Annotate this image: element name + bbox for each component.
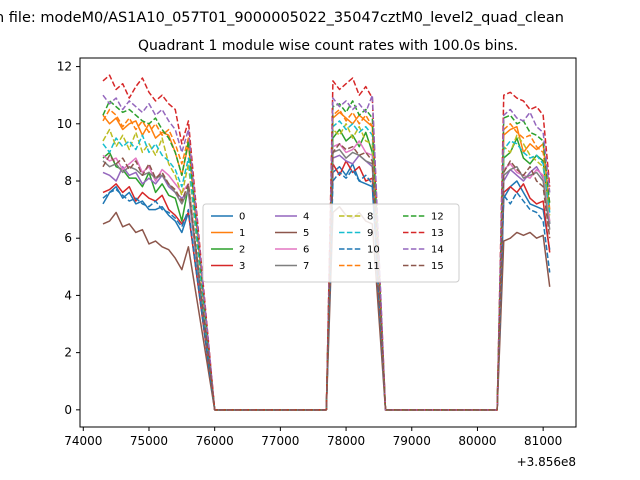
legend-box xyxy=(202,203,460,283)
legend-label-6: 6 xyxy=(303,245,309,256)
y-tick-label: 10 xyxy=(57,117,72,131)
y-tick-label: 8 xyxy=(64,174,72,188)
y-tick-label: 12 xyxy=(57,60,72,74)
x-tick-label: 78000 xyxy=(327,434,365,448)
y-axis: 0 2 4 6 8 10 12 xyxy=(57,60,80,417)
legend-label-12: 12 xyxy=(431,212,444,223)
x-tick-label: 80000 xyxy=(458,434,496,448)
legend-label-14: 14 xyxy=(431,245,444,256)
x-axis: 74000 75000 76000 77000 78000 79000 80000 81000 xyxy=(64,427,562,448)
plot-frame xyxy=(79,57,577,428)
series-line-8 xyxy=(102,123,551,411)
legend-label-0: 0 xyxy=(239,212,245,223)
chart-suptitle: n file: modeM0/AS1A10_057T01_9000005022_… xyxy=(0,10,564,26)
legend-label-10: 10 xyxy=(367,245,380,256)
legend-label-15: 15 xyxy=(431,261,444,272)
series-line-14 xyxy=(102,94,551,411)
x-tick-label: 79000 xyxy=(393,434,431,448)
series-line-15 xyxy=(102,143,551,411)
y-tick-label: 4 xyxy=(64,288,72,302)
legend-label-7: 7 xyxy=(303,261,309,272)
legend-label-8: 8 xyxy=(367,212,373,223)
legend-label-5: 5 xyxy=(303,228,309,239)
x-offset-label: +3.856e8 xyxy=(517,455,576,469)
legend-label-9: 9 xyxy=(367,228,373,239)
chart-title: Quadrant 1 module wise count rates with … xyxy=(138,38,518,54)
series-layer xyxy=(102,74,551,411)
legend-label-4: 4 xyxy=(303,212,309,223)
legend-label-13: 13 xyxy=(431,228,444,239)
x-tick-label: 74000 xyxy=(64,434,102,448)
legend-label-1: 1 xyxy=(239,228,245,239)
y-tick-label: 6 xyxy=(64,231,72,245)
legend-label-2: 2 xyxy=(239,245,245,256)
x-tick-label: 77000 xyxy=(261,434,299,448)
y-tick-label: 2 xyxy=(64,346,72,360)
y-tick-label: 0 xyxy=(64,403,72,417)
x-tick-label: 81000 xyxy=(524,434,562,448)
legend-label-11: 11 xyxy=(367,261,380,272)
legend-label-3: 3 xyxy=(239,261,245,272)
x-tick-label: 76000 xyxy=(196,434,234,448)
x-tick-label: 75000 xyxy=(130,434,168,448)
